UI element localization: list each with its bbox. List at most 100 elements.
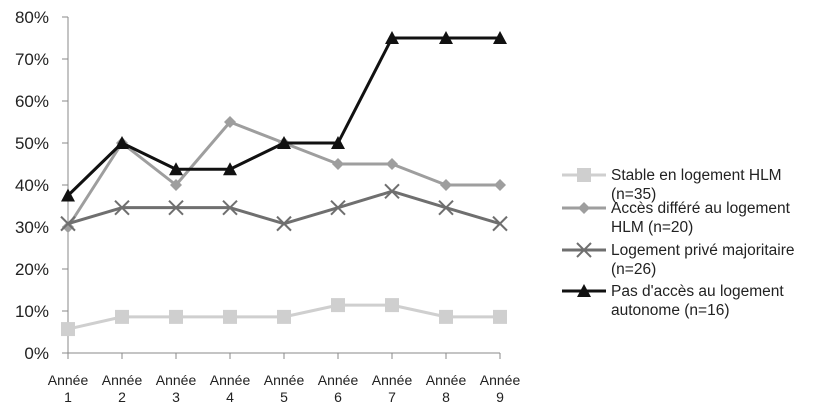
data-point-square	[277, 309, 291, 324]
x-tick-label-line: 5	[280, 389, 288, 405]
data-point-x	[114, 199, 130, 216]
legend-label-line: Logement privé majoritaire	[611, 242, 795, 259]
y-tick-label: 20%	[15, 260, 49, 279]
legend-label-line: Pas d'accès au logement	[611, 283, 784, 300]
x-tick-label-line: Année	[426, 372, 467, 388]
legend-marker-diamond	[578, 202, 590, 214]
y-tick-label: 40%	[15, 176, 49, 195]
x-tick-label-line: 2	[118, 389, 126, 405]
y-tick-label: 0%	[24, 344, 49, 363]
x-tick-label: Année 2	[102, 372, 143, 405]
x-tick-label-line: 7	[388, 389, 396, 405]
x-tick-label: Année 1	[48, 372, 89, 405]
legend-item: Pas d'accès au logement autonome (n=16)	[562, 283, 784, 319]
data-point-square	[115, 309, 129, 324]
data-point-x	[168, 199, 184, 216]
data-point-triangle	[169, 162, 183, 176]
x-tick-label-line: 1	[64, 389, 72, 405]
data-point-x	[330, 199, 346, 216]
x-tick-label: Année 3	[156, 372, 197, 405]
x-tick-label-line: Année	[48, 372, 89, 388]
legend-label-line: (n=35)	[611, 186, 656, 203]
data-point-diamond	[440, 179, 452, 191]
x-tick-label-line: Année	[480, 372, 521, 388]
y-tick-label: 60%	[15, 92, 49, 111]
data-point-diamond	[332, 158, 344, 170]
x-tick-label-line: Année	[264, 372, 305, 388]
legend-label: Stable en logement HLM (n=35)	[611, 167, 782, 203]
data-point-x	[492, 215, 508, 232]
data-point-triangle	[115, 136, 129, 149]
axes	[67, 17, 500, 354]
legend: Stable en logement HLM (n=35)Accès différ…	[562, 167, 795, 319]
x-tick-label: Année 9	[480, 372, 521, 405]
x-tick-label: Année 4	[210, 372, 251, 405]
legend-item: Accès différé au logement HLM (n=20)	[562, 200, 791, 236]
legend-label-line: autonome (n=16)	[611, 302, 729, 319]
data-point-diamond	[224, 116, 236, 128]
data-point-square	[385, 298, 399, 313]
data-point-diamond	[386, 158, 398, 170]
x-tick-label: Année 7	[372, 372, 413, 405]
series-line	[67, 189, 501, 226]
legend-label-line: Stable en logement HLM	[611, 167, 782, 184]
data-point-diamond	[170, 179, 182, 191]
legend-label: Accès différé au logement HLM (n=20)	[611, 200, 791, 236]
x-tick-label-line: 3	[172, 389, 180, 405]
data-point-x	[60, 215, 76, 232]
data-point-x	[276, 215, 292, 232]
legend-marker-x	[576, 242, 592, 258]
legend-label: Pas d'accès au logement autonome (n=16)	[611, 283, 784, 319]
legend-item: Stable en logement HLM (n=35)	[562, 167, 782, 203]
data-point-triangle	[493, 31, 507, 44]
x-tick-label: Année 6	[318, 372, 359, 405]
legend-label: Logement privé majoritaire (n=26)	[611, 242, 795, 278]
legend-label-line: (n=26)	[611, 261, 656, 278]
legend-label-line: Accès différé au logement	[611, 200, 791, 217]
data-point-triangle	[385, 31, 399, 44]
data-point-square	[331, 298, 345, 313]
data-point-triangle	[331, 136, 345, 149]
x-tick-label-line: 4	[226, 389, 234, 405]
x-tick-label-line: 8	[442, 389, 450, 405]
data-point-x	[384, 183, 400, 200]
x-tick-label-line: 6	[334, 389, 342, 405]
series-2	[62, 116, 506, 233]
data-point-triangle	[277, 136, 291, 149]
legend-marker-triangle	[577, 284, 591, 297]
x-tick-label-line: 9	[496, 389, 504, 405]
y-axis-ticks: 0% 10% 20% 30% 40% 50% 60% 70% 80%	[15, 8, 68, 363]
legend-label-line: HLM (n=20)	[611, 219, 693, 236]
y-tick-label: 10%	[15, 302, 49, 321]
series-4	[61, 31, 507, 202]
data-point-square	[169, 309, 183, 324]
data-point-square	[439, 309, 453, 324]
data-point-diamond	[494, 179, 506, 191]
x-tick-label-line: Année	[156, 372, 197, 388]
series-1	[61, 298, 507, 337]
legend-item: Logement privé majoritaire (n=26)	[562, 242, 795, 278]
y-tick-label: 80%	[15, 8, 49, 27]
x-tick-label: Année 5	[264, 372, 305, 405]
data-point-triangle	[439, 31, 453, 44]
y-tick-label: 70%	[15, 50, 49, 69]
x-tick-label-line: Année	[210, 372, 251, 388]
data-point-square	[223, 309, 237, 324]
x-tick-label-line: Année	[102, 372, 143, 388]
legend-marker-square	[577, 168, 591, 182]
x-tick-label-line: Année	[318, 372, 359, 388]
data-point-x	[222, 199, 238, 216]
series-3	[60, 183, 508, 232]
y-tick-label: 30%	[15, 218, 49, 237]
y-tick-label: 50%	[15, 134, 49, 153]
data-point-triangle	[61, 188, 75, 202]
x-tick-label-line: Année	[372, 372, 413, 388]
series-layer	[60, 31, 508, 337]
data-point-x	[438, 199, 454, 216]
data-point-square	[493, 309, 507, 324]
x-tick-label: Année 8	[426, 372, 467, 405]
data-point-triangle	[223, 162, 237, 176]
data-point-square	[61, 322, 75, 337]
